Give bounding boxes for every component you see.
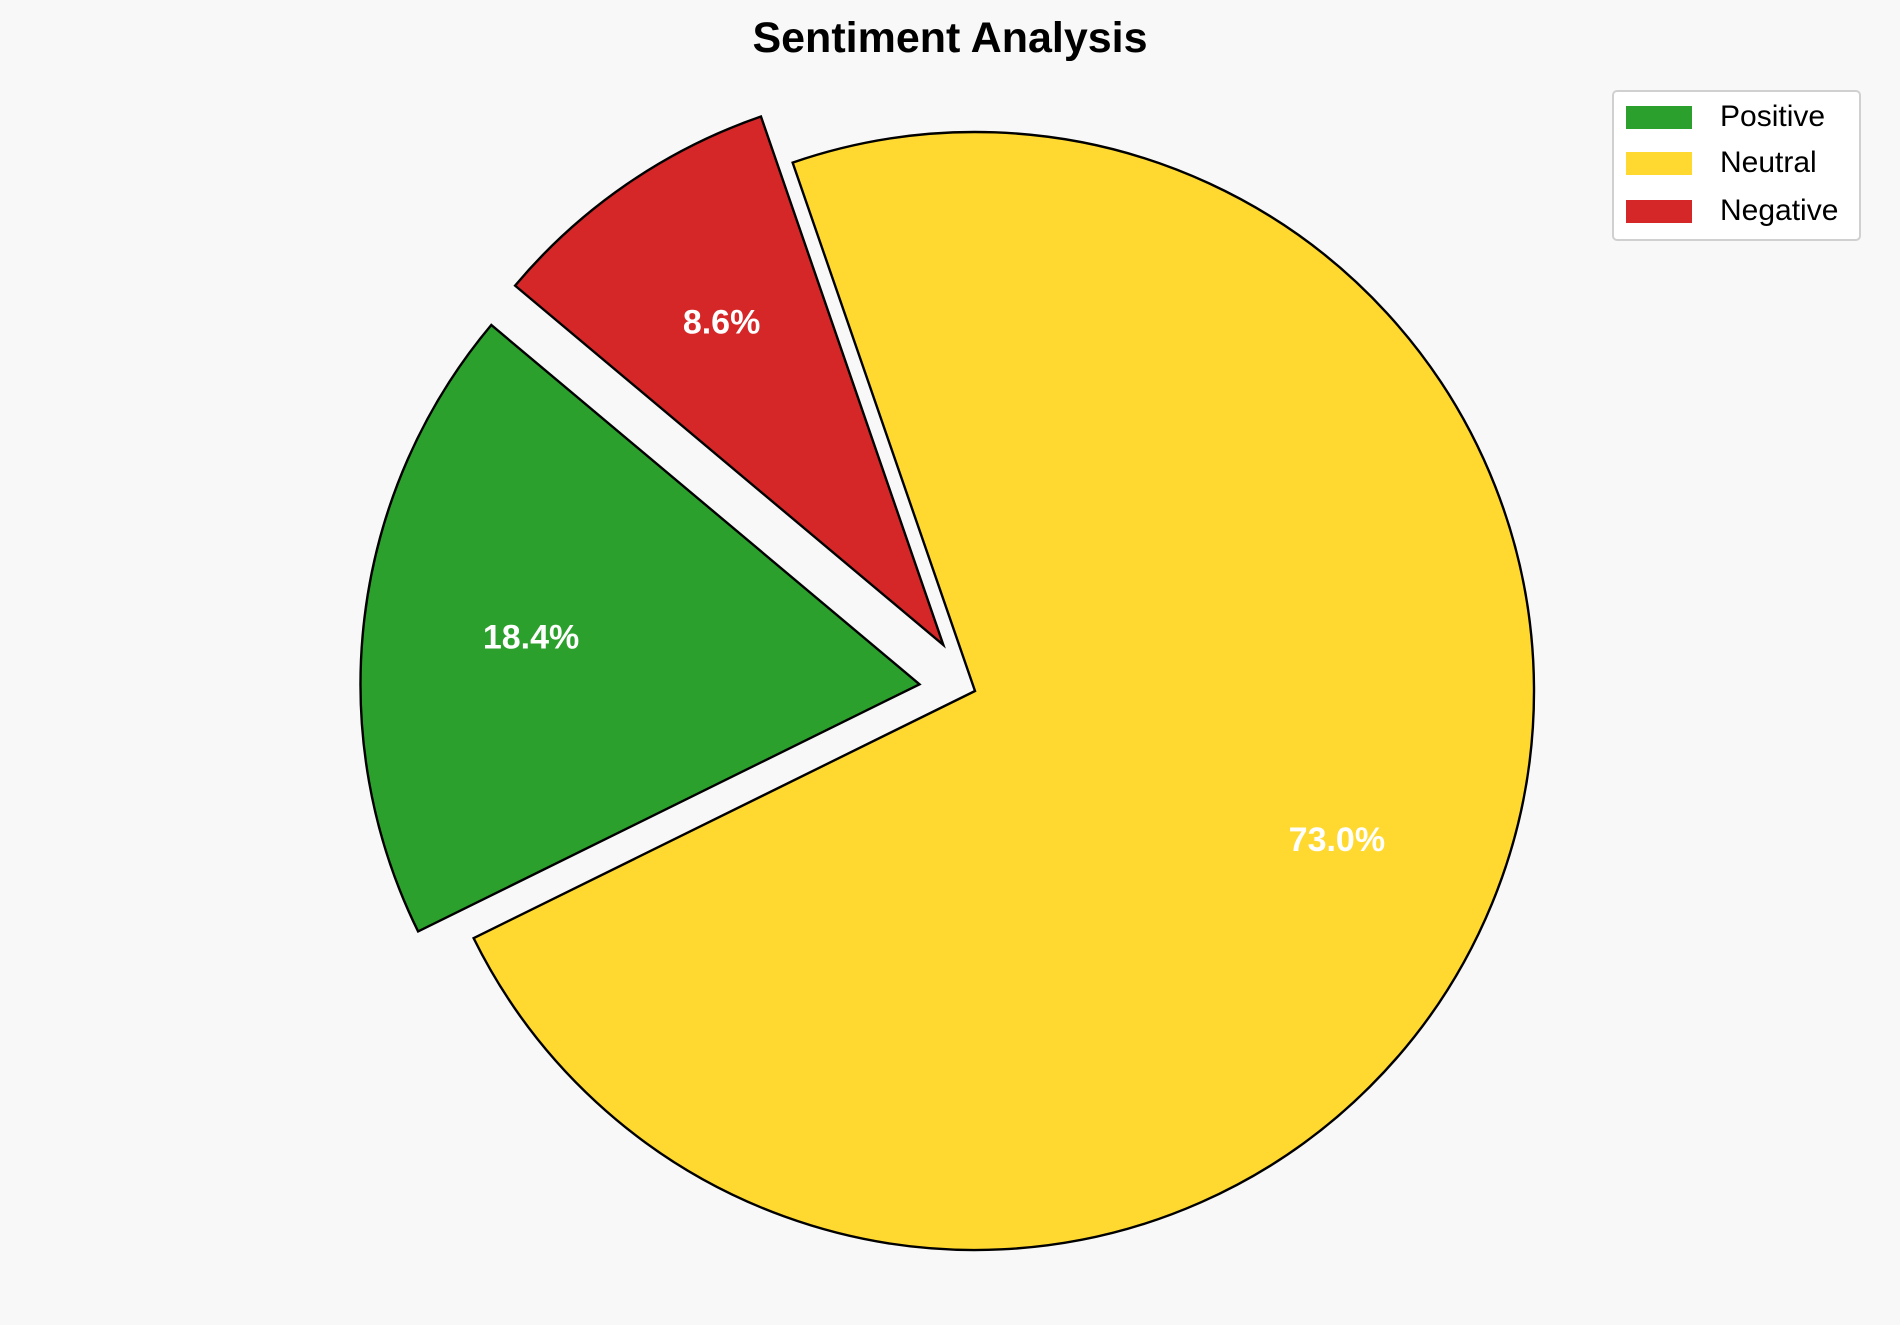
pie-slice-neutral: [471, 130, 1536, 1252]
pie-slice-positive: [359, 323, 922, 934]
legend-item-negative: Negative: [1626, 194, 1839, 227]
pie-label-neutral: 73.0%: [1289, 821, 1385, 859]
legend: Positive Neutral Negative: [1612, 90, 1861, 241]
legend-swatch-positive: [1626, 105, 1692, 129]
legend-label-neutral: Neutral: [1720, 146, 1817, 179]
legend-label-positive: Positive: [1720, 100, 1826, 133]
pie-label-positive: 18.4%: [483, 618, 579, 656]
legend-label-negative: Negative: [1720, 194, 1839, 227]
pie-label-negative: 8.6%: [683, 304, 761, 342]
pie-slice-negative: [513, 114, 946, 649]
legend-item-positive: Positive: [1626, 100, 1826, 133]
legend-swatch-neutral: [1626, 151, 1692, 175]
chart-title: Sentiment Analysis: [752, 14, 1148, 62]
legend-swatch-negative: [1626, 199, 1692, 223]
legend-item-neutral: Neutral: [1626, 146, 1817, 179]
